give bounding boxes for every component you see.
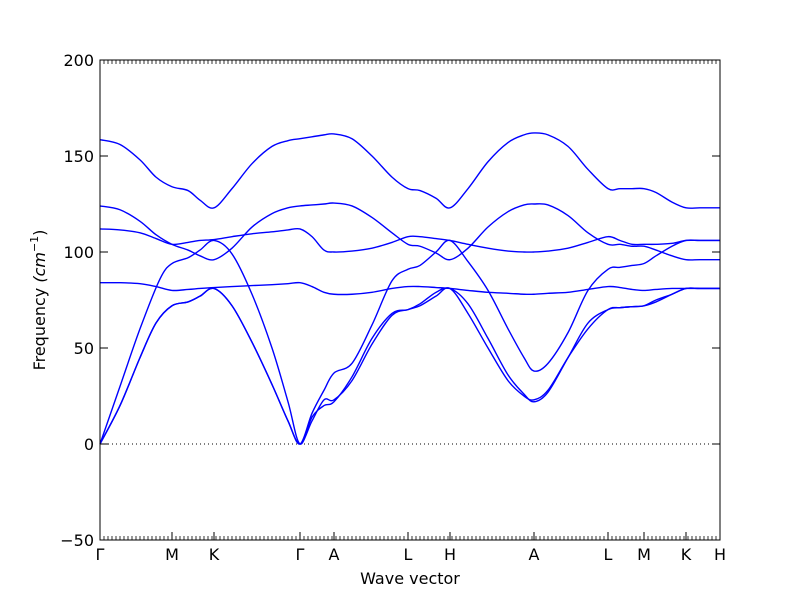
band-line-4 [99,281,720,296]
y-tick-label: 150 [63,147,94,166]
y-tick-label: −50 [60,531,94,550]
series-layer [99,132,720,445]
y-tick-label: 100 [63,243,94,262]
y-axis-ticks: −50 0 50 100 150 200 [60,51,720,550]
x-tick-label: K [681,545,692,564]
y-axis-label-unit-close: ) [30,230,49,236]
x-tick-label: Γ [96,545,105,564]
band-line-2 [99,239,720,445]
x-tick-label: A [529,545,540,564]
x-tick-label: A [329,545,340,564]
y-axis-label-unit: (cm [30,252,49,283]
y-tick-label: 50 [74,339,94,358]
x-tick-label: Γ [296,545,305,564]
y-axis-label: Frequency (cm−1) [28,230,49,371]
x-tick-label: L [604,545,613,564]
band-line-1 [99,287,720,445]
band-line-7 [99,132,720,209]
band-line-5 [99,227,720,253]
x-tick-label: L [404,545,413,564]
x-tick-label: M [637,545,651,564]
x-tick-label: H [444,545,456,564]
x-axis-label: Wave vector [360,569,460,588]
band-line-6 [99,202,720,261]
y-tick-label: 0 [84,435,94,454]
x-tick-label: M [165,545,179,564]
plot-frame [99,59,721,541]
y-tick-label: 200 [63,51,94,70]
x-tick-label: H [714,545,726,564]
band-line-3 [99,239,720,445]
x-tick-label: K [209,545,220,564]
y-axis-label-unit-exponent: −1 [28,236,41,252]
y-axis-label-text: Frequency [30,283,49,371]
